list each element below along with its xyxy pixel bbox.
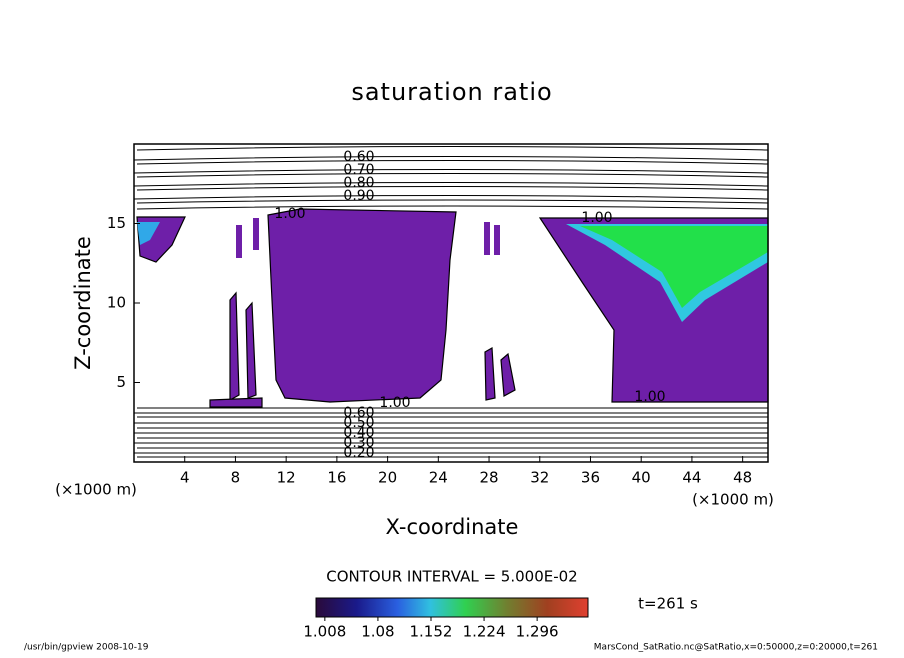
contour-line [133, 195, 769, 200]
contour-label: 0.60 [343, 149, 374, 165]
contour-line [133, 156, 769, 161]
x-tick-label: 4 [180, 469, 190, 487]
y-tick-label: 5 [116, 373, 126, 391]
contour-label: 0.90 [343, 188, 374, 204]
x-tick-label: 36 [581, 469, 600, 487]
contour-interval: CONTOUR INTERVAL = 5.000E-02 [326, 568, 577, 586]
contour-label: 0.30 [343, 435, 374, 451]
x-tick-label: 12 [277, 469, 296, 487]
x-tick-label: 48 [733, 469, 752, 487]
contour-label: 0.50 [343, 415, 374, 431]
colorbar-tick-label: 1.296 [516, 623, 559, 641]
x-tick-label: 32 [530, 469, 549, 487]
x-tick-label: 16 [327, 469, 346, 487]
footer-left: /usr/bin/gpview 2008-10-19 [24, 643, 149, 653]
colorbar-tick-label: 1.224 [463, 623, 506, 641]
x-tick-label: 8 [231, 469, 241, 487]
contour-label: 0.40 [343, 425, 374, 441]
x-tick-label: 44 [682, 469, 701, 487]
x-tick-label: 20 [378, 469, 397, 487]
x-axis-label: X-coordinate [386, 515, 519, 539]
contour-line [133, 169, 769, 174]
x-tick-label: 24 [429, 469, 448, 487]
contour-label: 1.00 [634, 389, 665, 405]
colorbar-tick-label: 1.08 [361, 623, 394, 641]
filled-regions [136, 208, 769, 408]
contour-label: 1.00 [274, 206, 305, 222]
colorbar-tick-label: 1.008 [303, 623, 346, 641]
contour-label: 1.00 [581, 210, 612, 226]
contour-label: 0.80 [343, 175, 374, 191]
x-unit: (×1000 m) [692, 491, 774, 509]
y-axis-label: Z-coordinate [71, 236, 95, 370]
x-tick-label: 40 [632, 469, 651, 487]
chart-title: saturation ratio [351, 78, 552, 106]
contour-line [133, 182, 769, 187]
contour-label: 1.00 [379, 395, 410, 411]
contour-lines-extra [136, 146, 769, 458]
x-tick-label: 28 [479, 469, 498, 487]
y-tick-label: 15 [107, 214, 126, 232]
contour-label: 0.60 [343, 405, 374, 421]
y-tick-label: 10 [107, 294, 126, 312]
time-label: t=261 s [638, 595, 698, 613]
colorbar-tick-label: 1.152 [410, 623, 453, 641]
colorbar [315, 597, 589, 618]
contour-label: 0.70 [343, 162, 374, 178]
footer-right: MarsCond_SatRatio.nc@SatRatio,x=0:50000,… [594, 643, 878, 653]
contour-label: 0.20 [343, 445, 374, 461]
y-unit: (×1000 m) [55, 481, 137, 499]
